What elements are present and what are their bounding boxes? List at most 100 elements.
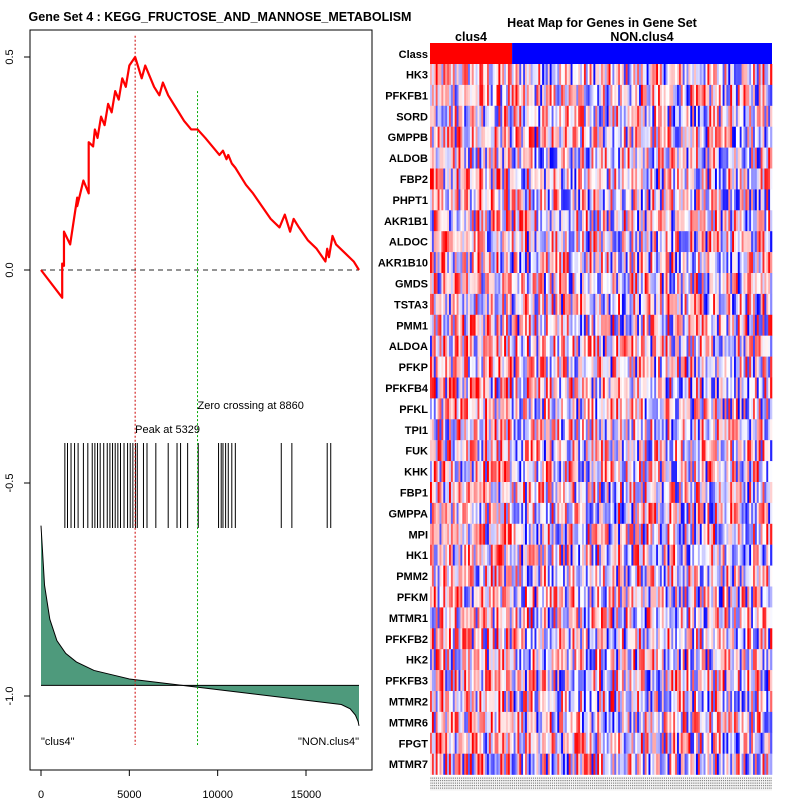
heatmap-cell	[621, 586, 625, 608]
heatmap-cell	[711, 523, 714, 545]
heatmap-cell	[580, 189, 583, 211]
heatmap-cell	[766, 168, 769, 190]
heatmap-cell	[511, 523, 514, 545]
heatmap-cell	[707, 461, 710, 483]
heatmap-cell	[663, 126, 666, 148]
heatmap-cell	[612, 293, 615, 315]
heatmap-cell	[534, 252, 537, 274]
heatmap-cell	[737, 314, 740, 336]
heatmap-cell	[696, 252, 699, 274]
heatmap-cell	[637, 293, 640, 315]
heatmap-cell	[728, 147, 731, 169]
heatmap-cell	[756, 461, 759, 483]
heatmap-cell	[623, 64, 626, 86]
heatmap-cell	[684, 126, 687, 148]
heatmap-cell	[718, 168, 721, 190]
heatmap-cell	[658, 565, 661, 587]
heatmap-cell	[572, 502, 575, 524]
heatmap-cell	[709, 105, 712, 127]
heatmap-cell	[751, 377, 754, 399]
heatmap-cell	[435, 314, 438, 336]
heatmap-cell	[435, 273, 438, 295]
heatmap-cell	[658, 398, 661, 420]
heatmap-cell	[644, 293, 647, 315]
heatmap-cell	[551, 461, 554, 483]
heatmap-cell	[648, 314, 651, 336]
heatmap-cell	[580, 273, 583, 295]
heatmap-cell	[639, 252, 642, 274]
heatmap-cell	[540, 64, 543, 86]
heatmap-cell	[589, 565, 592, 587]
heatmap-cell	[728, 231, 731, 253]
heatmap-cell	[616, 377, 619, 399]
heatmap-cell	[614, 147, 617, 169]
heatmap-cell	[703, 398, 706, 420]
heatmap-cell	[504, 252, 507, 274]
heatmap-cell	[726, 565, 729, 587]
heatmap-cell	[673, 252, 676, 274]
heatmap-cell	[469, 356, 473, 378]
heatmap-cell	[652, 147, 655, 169]
heatmap-cell	[460, 502, 463, 524]
heatmap-cell	[675, 523, 678, 545]
heatmap-cell	[658, 252, 661, 274]
heatmap-cell	[635, 440, 638, 462]
heatmap-cell	[521, 398, 524, 420]
heatmap-cell	[711, 586, 714, 608]
heatmap-cell	[701, 126, 704, 148]
heatmap-cell	[468, 565, 471, 587]
heatmap-cell	[675, 147, 678, 169]
heatmap-cell	[595, 126, 598, 148]
heatmap-cell	[553, 586, 556, 608]
heatmap-cell	[749, 586, 752, 608]
heatmap-cell	[760, 314, 763, 336]
heatmap-cell	[720, 398, 723, 420]
heatmap-cell	[468, 64, 471, 86]
heatmap-cell	[754, 147, 758, 169]
heatmap-cell	[507, 482, 511, 504]
heatmap-cell	[684, 314, 687, 336]
heatmap-cell	[675, 565, 678, 587]
heatmap-cell	[618, 377, 621, 399]
heatmap-cell	[454, 502, 457, 524]
heatmap-cell	[536, 607, 539, 629]
heatmap-cell	[507, 607, 511, 629]
heatmap-cell	[652, 461, 655, 483]
heatmap-cell	[658, 607, 661, 629]
heatmap-cell	[652, 565, 655, 587]
heatmap-cell	[456, 607, 459, 629]
heatmap-cell	[652, 544, 655, 566]
heatmap-cell	[625, 273, 628, 295]
heatmap-cell	[747, 293, 750, 315]
heatmap-cell	[528, 398, 531, 420]
heatmap-cell	[756, 168, 759, 190]
ranked-metric-fill	[41, 525, 359, 726]
heatmap-cell	[582, 335, 585, 357]
heatmap-cell	[443, 231, 446, 253]
heatmap-cell	[526, 377, 530, 399]
heatmap-cell	[515, 565, 518, 587]
heatmap-cell	[642, 607, 645, 629]
heatmap-cell	[485, 293, 488, 315]
heatmap-cell	[519, 64, 522, 86]
heatmap-cell	[644, 210, 647, 232]
heatmap-cell	[498, 482, 501, 504]
heatmap-cell	[677, 273, 680, 295]
heatmap-cell	[443, 461, 446, 483]
heatmap-cell	[625, 586, 628, 608]
heatmap-cell	[456, 502, 459, 524]
heatmap-cell	[722, 544, 725, 566]
heatmap-cell	[618, 189, 621, 211]
heatmap-cell	[549, 273, 552, 295]
heatmap-cell	[502, 461, 505, 483]
heatmap-cell	[506, 398, 509, 420]
heatmap-cell	[739, 502, 742, 524]
heatmap-cell	[454, 64, 457, 86]
heatmap-cell	[747, 565, 750, 587]
heatmap-cell	[678, 607, 682, 629]
heatmap-cell	[658, 293, 661, 315]
heatmap-cell	[547, 273, 550, 295]
heatmap-cell	[532, 356, 535, 378]
heatmap-cell	[545, 586, 549, 608]
heatmap-cell	[718, 147, 721, 169]
